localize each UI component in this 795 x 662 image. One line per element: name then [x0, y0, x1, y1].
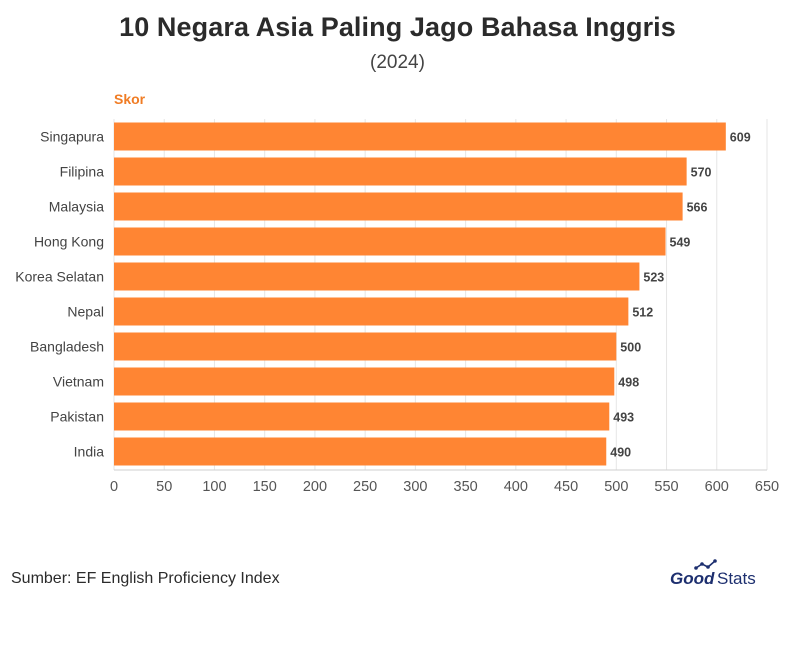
data-label: 500: [620, 341, 641, 355]
bar: [114, 437, 607, 466]
chart-subtitle: (2024): [370, 52, 425, 73]
category-label: Korea Selatan: [15, 269, 104, 285]
bar: [114, 297, 629, 326]
x-tick-label: 50: [156, 479, 172, 495]
bar-chart: Singapura 609 Filipina 570 Malaysia 566 Hong K…: [15, 119, 779, 495]
chart-title: 10 Negara Asia Paling Jago Bahasa Inggri…: [119, 12, 676, 42]
x-tick-label: 150: [253, 479, 277, 495]
x-tick-label: 0: [110, 479, 118, 495]
data-label: 493: [613, 411, 634, 425]
x-tick-label: 200: [303, 479, 327, 495]
x-tick-label: 500: [604, 479, 628, 495]
data-label: 512: [632, 306, 653, 320]
x-tick-label: 350: [454, 479, 478, 495]
x-tick-label: 600: [705, 479, 729, 495]
bar: [114, 122, 726, 151]
data-label: 490: [610, 446, 631, 460]
data-label: 609: [730, 131, 751, 145]
bar: [114, 192, 683, 221]
svg-text:Good: Good: [670, 569, 715, 588]
category-label: Malaysia: [49, 199, 104, 215]
category-label: Vietnam: [53, 374, 104, 390]
data-label: 523: [643, 271, 664, 285]
category-label: Pakistan: [50, 409, 104, 425]
category-label: India: [74, 444, 105, 460]
source-note: Sumber: EF English Proficiency Index: [11, 570, 280, 587]
data-label: 549: [670, 236, 691, 250]
goodstats-logo: Good Stats: [670, 559, 756, 588]
x-tick-label: 300: [403, 479, 427, 495]
x-tick-label: 100: [202, 479, 226, 495]
category-label: Nepal: [67, 304, 104, 320]
bar: [114, 157, 687, 186]
category-label: Bangladesh: [30, 339, 104, 355]
category-label: Singapura: [40, 129, 104, 145]
bar: [114, 332, 617, 361]
data-label: 498: [618, 376, 639, 390]
svg-text:Stats: Stats: [717, 569, 756, 588]
x-tick-label: 550: [654, 479, 678, 495]
bar: [114, 402, 610, 431]
bar: [114, 227, 666, 256]
data-label: 566: [687, 201, 708, 215]
x-tick-label: 400: [504, 479, 528, 495]
category-label: Hong Kong: [34, 234, 104, 250]
bar: [114, 262, 640, 291]
category-label: Filipina: [60, 164, 105, 180]
data-label: 570: [691, 166, 712, 180]
value-axis-title: Skor: [114, 91, 146, 107]
x-tick-label: 250: [353, 479, 377, 495]
bar: [114, 367, 615, 396]
x-tick-label: 450: [554, 479, 578, 495]
x-tick-label: 650: [755, 479, 779, 495]
